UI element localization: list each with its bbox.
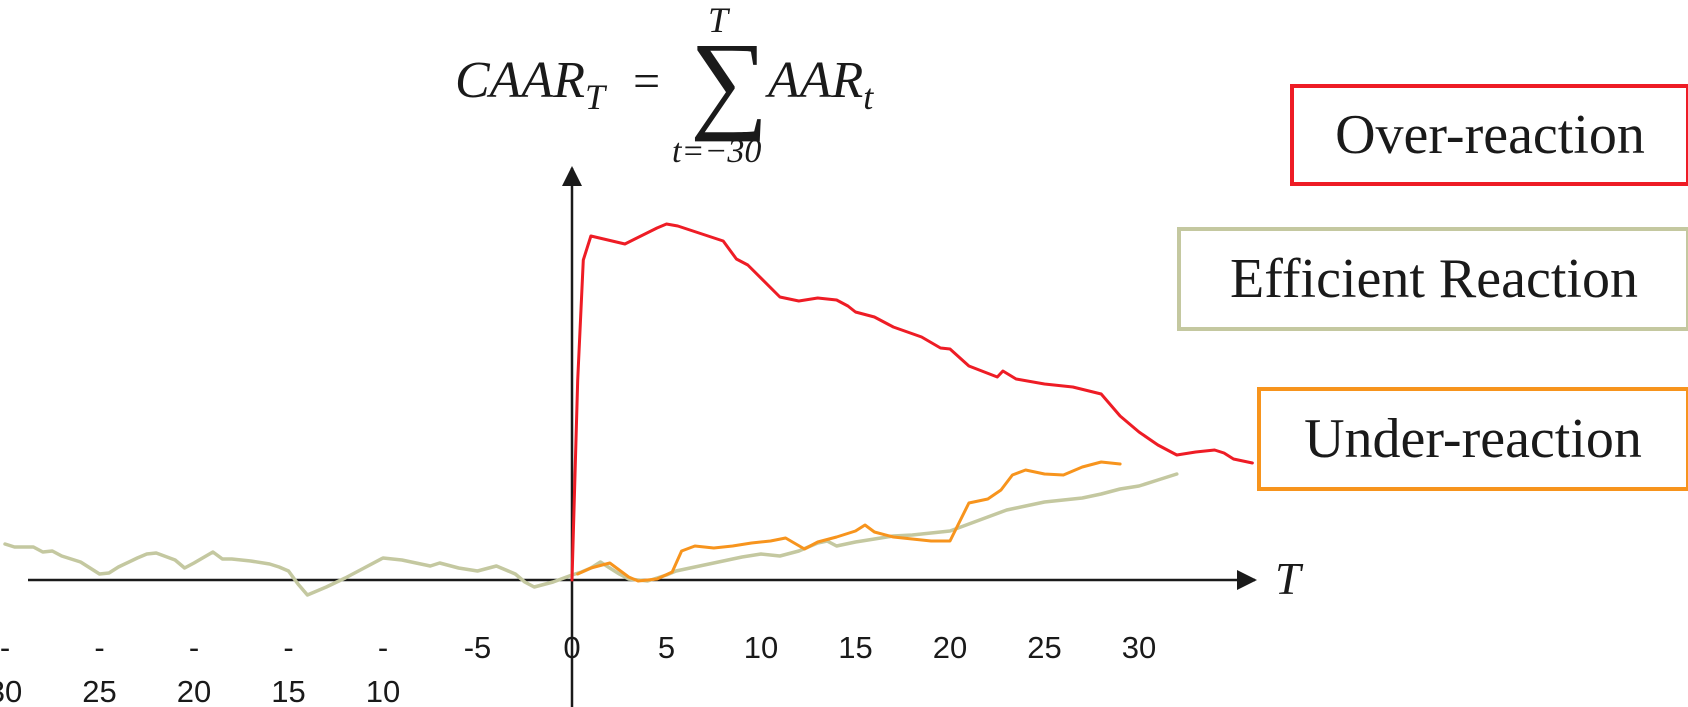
formula: CAART = ∑ T t=−30 AARt xyxy=(455,0,874,170)
series-line-over-reaction xyxy=(570,222,1254,582)
x-tick-label: - xyxy=(189,630,199,665)
legend-label: Efficient Reaction xyxy=(1230,248,1638,310)
legend-item: Under-reaction xyxy=(1257,387,1688,491)
svg-text:AARt: AARt xyxy=(765,52,874,117)
x-tick-label: - xyxy=(378,630,388,665)
formula-sum-top: T xyxy=(708,0,731,40)
legend-item: Over-reaction xyxy=(1290,84,1688,186)
legend-box xyxy=(1290,84,1688,186)
x-tick-label: -5 xyxy=(464,630,492,665)
legend-label: Under-reaction xyxy=(1304,408,1642,470)
x-tick-label: 15 xyxy=(271,674,305,707)
x-tick-labels: - 30 - 25 - 20 - 15 - 10 -5 0 5 10 15 20 25 30 xyxy=(0,630,1156,707)
x-tick-label: 15 xyxy=(838,630,872,665)
x-tick-label: 0 xyxy=(563,630,580,665)
formula-equals: = xyxy=(630,55,662,108)
x-tick-label: 20 xyxy=(933,630,967,665)
x-tick-label: 10 xyxy=(744,630,778,665)
series-line-under-reaction xyxy=(576,460,1122,583)
x-tick-label: - xyxy=(0,630,10,665)
svg-text:CAART: CAART xyxy=(455,52,608,117)
formula-rhs: AAR xyxy=(765,52,863,109)
x-tick-label: 25 xyxy=(1027,630,1061,665)
x-tick-label: 25 xyxy=(82,674,116,707)
x-tick-label: - xyxy=(283,630,293,665)
series-lines xyxy=(3,222,1254,597)
legend-label: Over-reaction xyxy=(1335,104,1645,166)
x-tick-label: 5 xyxy=(658,630,675,665)
series-line-efficient-reaction xyxy=(3,472,1179,597)
x-axis-label: T xyxy=(1275,553,1304,604)
x-tick-label: 10 xyxy=(366,674,400,707)
legend-item: Efficient Reaction xyxy=(1177,227,1688,331)
x-tick-label: 20 xyxy=(177,674,211,707)
x-tick-label: - xyxy=(94,630,104,665)
legend-box xyxy=(1257,387,1688,491)
x-tick-label: 30 xyxy=(1122,630,1156,665)
formula-lhs: CAAR xyxy=(455,52,585,109)
legend-box xyxy=(1177,227,1688,331)
formula-rhs-sub: t xyxy=(863,77,874,117)
sigma-icon: ∑ xyxy=(690,20,768,142)
formula-sum-bottom: t=−30 xyxy=(672,133,761,170)
x-tick-label: 30 xyxy=(0,674,22,707)
formula-lhs-sub: T xyxy=(585,77,608,117)
legend: Over-reaction Efficient Reaction Under-rea… xyxy=(1177,84,1688,491)
